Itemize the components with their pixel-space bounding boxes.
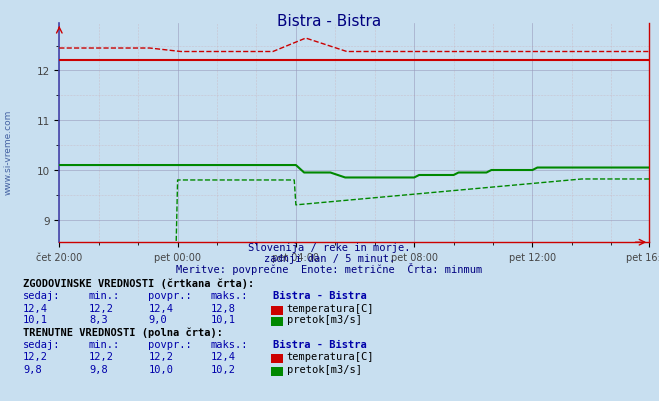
Text: 12,2: 12,2 — [148, 351, 173, 361]
Text: 10,1: 10,1 — [23, 314, 48, 324]
Text: maks.:: maks.: — [211, 291, 248, 301]
Text: 12,2: 12,2 — [89, 303, 114, 313]
Text: 10,0: 10,0 — [148, 364, 173, 374]
Text: www.si-vreme.com: www.si-vreme.com — [3, 110, 13, 195]
Text: 9,0: 9,0 — [148, 314, 167, 324]
Text: 12,4: 12,4 — [23, 303, 48, 313]
Text: 9,8: 9,8 — [23, 364, 42, 374]
Text: Bistra - Bistra: Bistra - Bistra — [273, 339, 367, 349]
Text: 10,2: 10,2 — [211, 364, 236, 374]
Text: 9,8: 9,8 — [89, 364, 107, 374]
Text: temperatura[C]: temperatura[C] — [287, 303, 374, 313]
Text: 12,4: 12,4 — [211, 351, 236, 361]
Text: povpr.:: povpr.: — [148, 291, 192, 301]
Text: TRENUTNE VREDNOSTI (polna črta):: TRENUTNE VREDNOSTI (polna črta): — [23, 326, 223, 337]
Text: pretok[m3/s]: pretok[m3/s] — [287, 364, 362, 374]
Text: Slovenija / reke in morje.: Slovenija / reke in morje. — [248, 243, 411, 253]
Text: sedaj:: sedaj: — [23, 291, 61, 301]
Text: 8,3: 8,3 — [89, 314, 107, 324]
Text: 12,4: 12,4 — [148, 303, 173, 313]
Text: povpr.:: povpr.: — [148, 339, 192, 349]
Text: 10,1: 10,1 — [211, 314, 236, 324]
Text: Bistra - Bistra: Bistra - Bistra — [277, 14, 382, 29]
Text: pretok[m3/s]: pretok[m3/s] — [287, 314, 362, 324]
Text: ZGODOVINSKE VREDNOSTI (črtkana črta):: ZGODOVINSKE VREDNOSTI (črtkana črta): — [23, 278, 254, 289]
Text: 12,2: 12,2 — [23, 351, 48, 361]
Text: Meritve: povprečne  Enote: metrične  Črta: minmum: Meritve: povprečne Enote: metrične Črta:… — [177, 263, 482, 275]
Text: temperatura[C]: temperatura[C] — [287, 351, 374, 361]
Text: sedaj:: sedaj: — [23, 339, 61, 349]
Text: min.:: min.: — [89, 291, 120, 301]
Text: Bistra - Bistra: Bistra - Bistra — [273, 291, 367, 301]
Text: 12,8: 12,8 — [211, 303, 236, 313]
Text: zadnji dan / 5 minut.: zadnji dan / 5 minut. — [264, 253, 395, 263]
Text: min.:: min.: — [89, 339, 120, 349]
Text: 12,2: 12,2 — [89, 351, 114, 361]
Text: maks.:: maks.: — [211, 339, 248, 349]
